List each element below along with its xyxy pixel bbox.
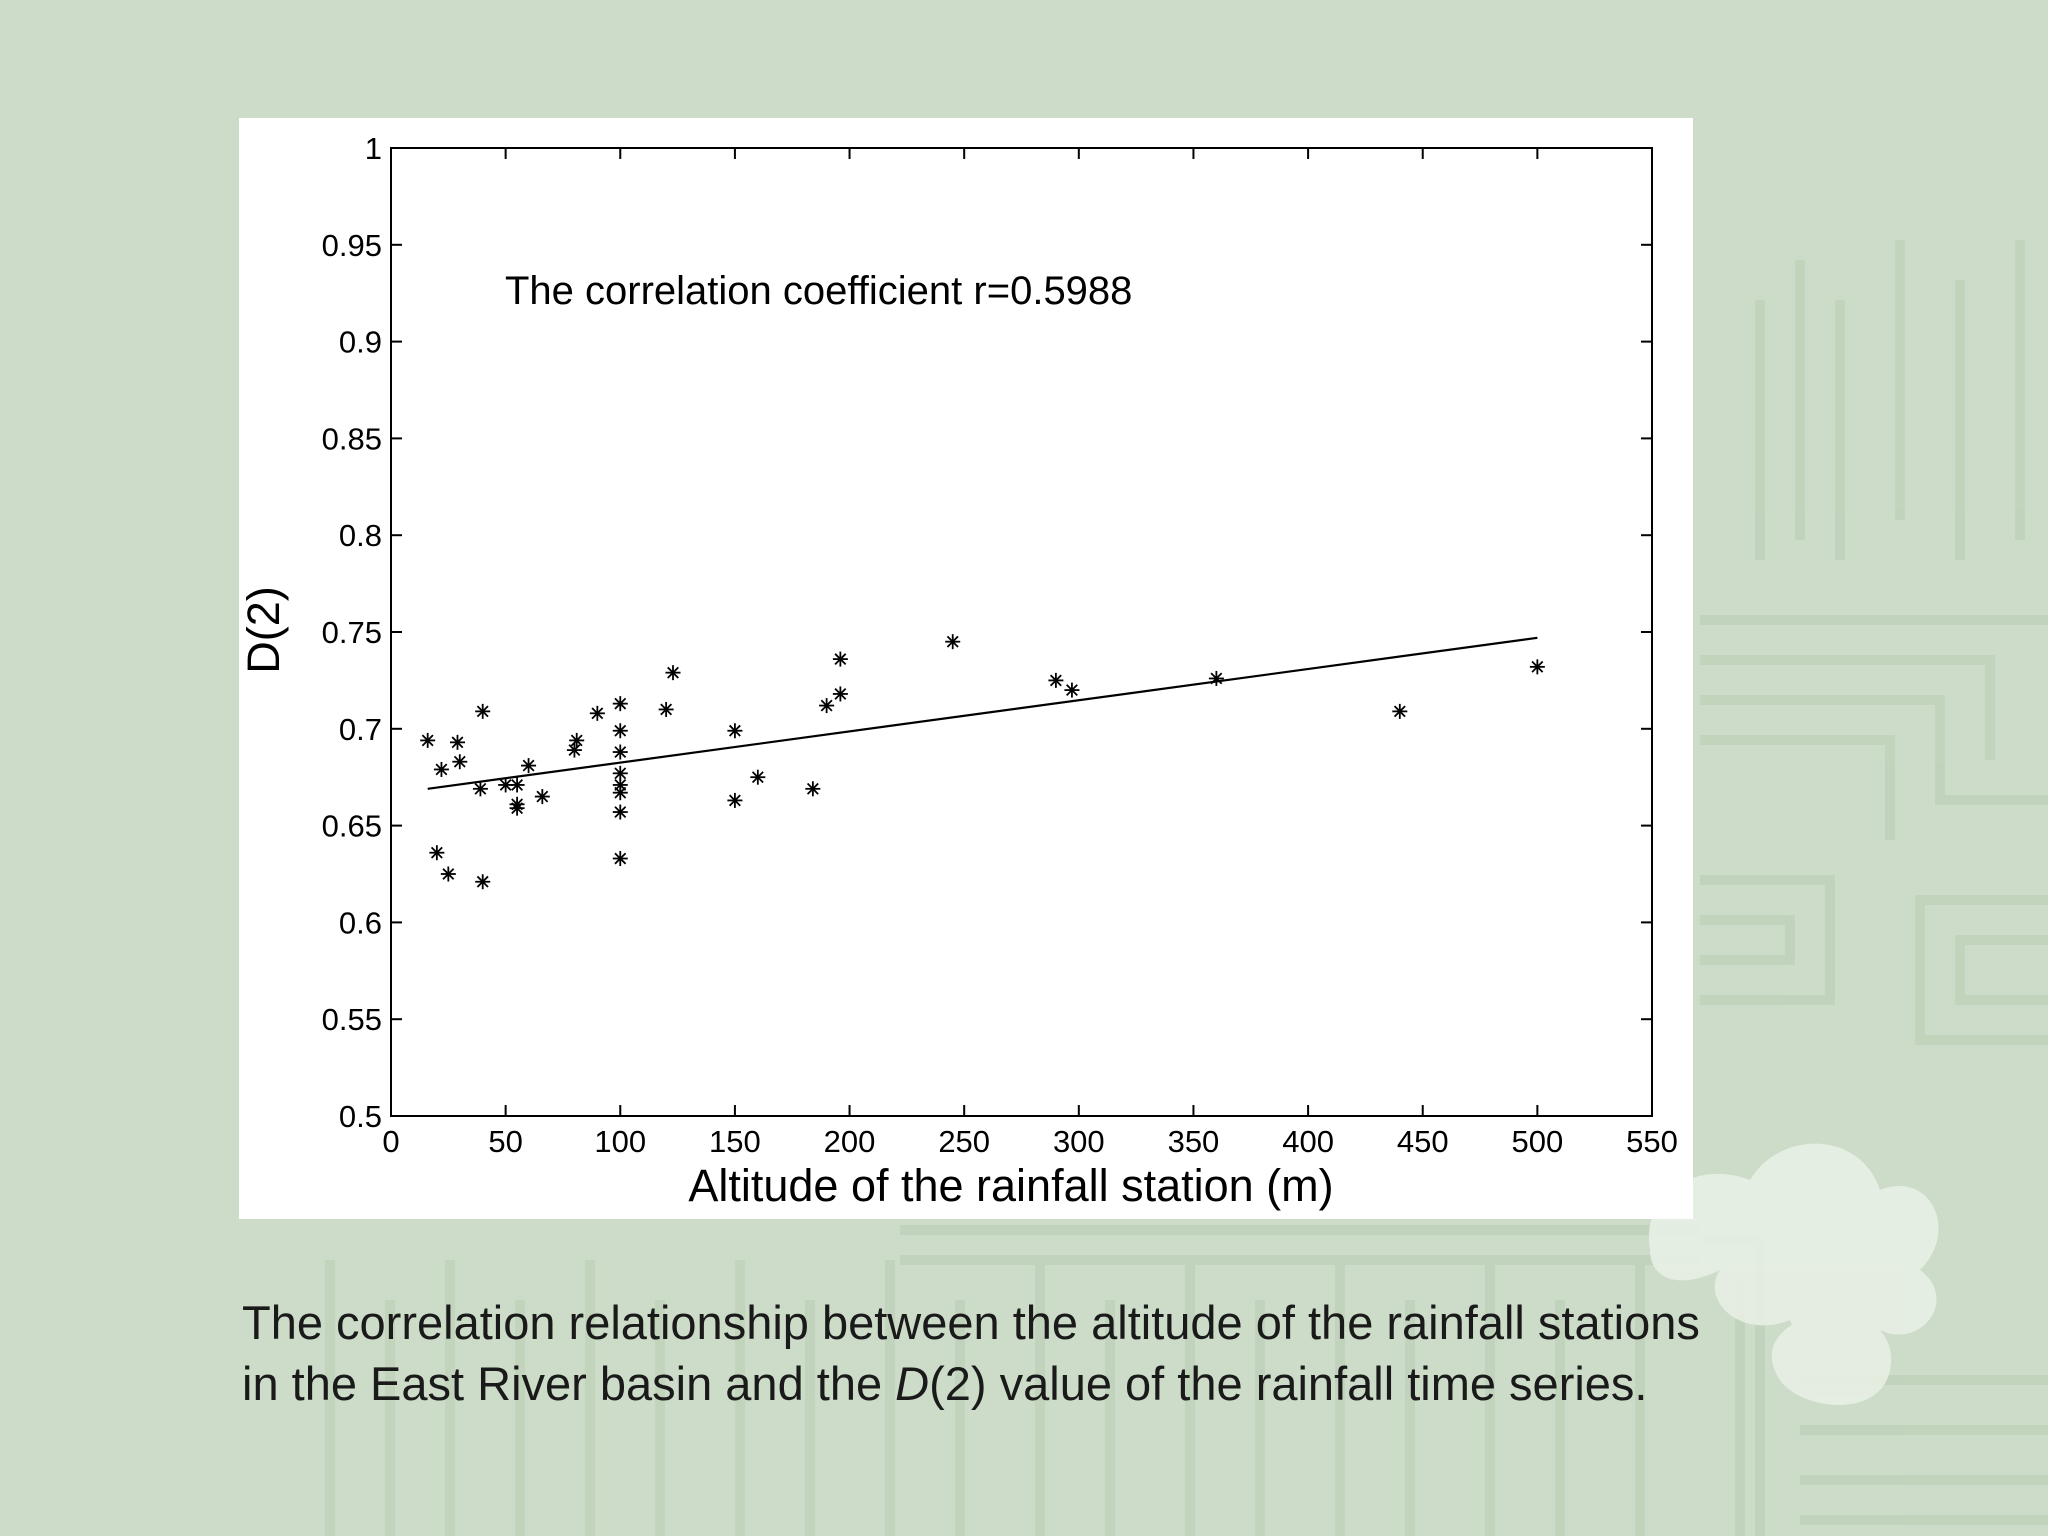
data-point [475,874,491,890]
y-tick-label: 0.75 [322,615,382,650]
data-point [832,686,848,702]
y-tick-label: 0.7 [339,712,382,747]
figure-caption: The correlation relationship between the… [242,1292,2022,1414]
data-point [750,769,766,785]
x-tick-label: 0 [382,1124,399,1159]
data-point [440,866,456,882]
scatter-chart: 0 50 100 150 200 250 300 350 400 450 500 550 0.50.5… [239,131,1678,1211]
data-point [429,845,445,861]
background-pattern [325,240,2048,1536]
data-point [665,665,681,681]
data-point [521,758,537,774]
data-point [658,701,674,717]
data-point [433,761,449,777]
x-axis-label: Altitude of the rainfall station (m) [688,1160,1333,1211]
data-point [727,723,743,739]
data-point [509,800,525,816]
x-tick-label: 200 [824,1124,876,1159]
data-point [1529,659,1545,675]
x-tick-label: 150 [709,1124,761,1159]
caption-line-1: The correlation relationship between the… [242,1296,1700,1349]
data-point [612,804,628,820]
data-point [832,651,848,667]
data-point [1064,682,1080,698]
data-point [589,705,605,721]
y-tick-label: 0.95 [322,228,382,263]
x-tick-label: 300 [1053,1124,1105,1159]
data-point [819,698,835,714]
data-point [449,734,465,750]
chart-panel: 0 50 100 150 200 250 300 350 400 450 500 550 0.5 0.5… [239,118,1693,1219]
caption-italic-d: D [895,1357,930,1410]
data-points [420,634,1545,890]
regression-line [427,636,1538,790]
y-tick-label: 0.5 [339,1099,382,1134]
data-point [472,781,488,797]
y-tick-label: 0.55 [322,1002,382,1037]
cloud-ornament [1648,1143,1939,1405]
caption-line-2-end: (2) value of the rainfall time series. [929,1357,1648,1410]
data-point [569,732,585,748]
data-point [475,703,491,719]
y-tick-label: 0.9 [339,325,382,360]
data-point [612,723,628,739]
data-point [509,777,525,793]
tick-marks [390,147,1653,1117]
data-point [452,754,468,770]
data-point [1048,672,1064,688]
data-point [1392,703,1408,719]
x-tick-label: 350 [1168,1124,1220,1159]
x-tick-label: 400 [1282,1124,1334,1159]
x-tick-label: 550 [1626,1124,1678,1159]
x-tick-label: 50 [488,1124,522,1159]
y-tick-labels: 0.5 0.55 0.6 0.65 0.7 0.75 0.8 0.85 0.9 0.95 1 [322,131,382,1134]
y-tick-label: 0.6 [339,905,382,940]
data-point [612,851,628,867]
y-tick-label: 0.85 [322,421,382,456]
data-point [534,789,550,805]
data-point [805,781,821,797]
caption-line-2-start: in the East River basin and the [242,1357,896,1410]
x-tick-label: 500 [1511,1124,1563,1159]
data-point [612,744,628,760]
data-point [1208,670,1224,686]
correlation-annotation: The correlation coefficient r=0.5988 [505,269,1132,313]
y-tick-label: 0.65 [322,809,382,844]
y-tick-label: 1 [365,131,382,166]
data-point [727,792,743,808]
data-point [612,785,628,801]
x-tick-labels: 0 50 100 150 200 250 300 350 400 450 500 550 [382,1124,1677,1159]
x-tick-label: 100 [594,1124,646,1159]
data-point [612,696,628,712]
x-tick-label: 250 [938,1124,990,1159]
data-point [420,732,436,748]
data-point [566,742,582,758]
y-axis-label: D(2) [239,586,289,674]
data-point [945,634,961,650]
x-tick-label: 450 [1397,1124,1449,1159]
y-tick-label: 0.8 [339,518,382,553]
